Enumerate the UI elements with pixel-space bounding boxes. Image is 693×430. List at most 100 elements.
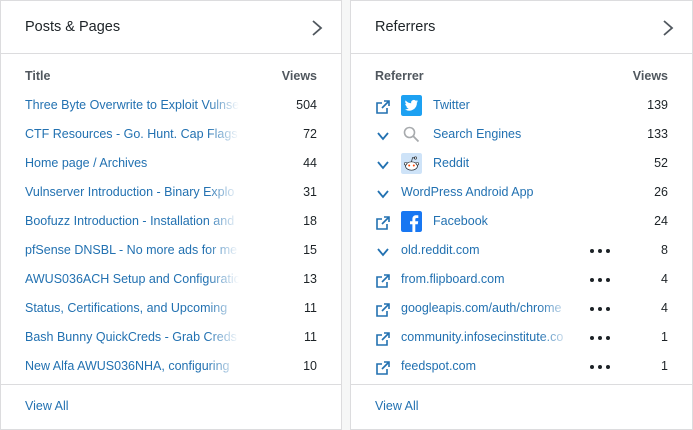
referrer-link[interactable]: WordPress Android App [401,185,571,199]
dot [598,249,602,253]
dot [590,307,594,311]
dot [598,365,602,369]
chevron-down-icon[interactable] [375,157,391,173]
text-fade [539,243,571,257]
table-row: Facebook 24 [351,207,692,236]
referrer-link[interactable]: old.reddit.com [401,243,571,257]
table-row: Bash Bunny QuickCreds - Grab Creds 11 [1,323,341,352]
posts-card-title: Posts & Pages [25,19,121,35]
referrers-card-title: Referrers [375,19,436,35]
text-fade [207,127,239,141]
more-options-icon[interactable] [590,360,610,374]
referrers-card-header: Referrers [351,1,692,54]
column-header-referrer: Referrer [375,69,424,83]
text-fade [539,185,571,199]
post-title-link[interactable]: pfSense DNSBL - No more ads for me [25,243,239,257]
referrer-link[interactable]: Search Engines [433,127,522,141]
referrer-link[interactable]: community.infosecinstitute.co [401,330,571,344]
text-fade [207,243,239,257]
post-title-link[interactable]: Home page / Archives [25,156,239,170]
posts-card-footer: View All [1,384,341,429]
more-options-icon[interactable] [590,244,610,258]
chevron-down-icon[interactable] [375,186,391,202]
post-title-link[interactable]: CTF Resources - Go. Hunt. Cap Flags [25,127,239,141]
external-link-icon[interactable] [375,273,391,289]
posts-pages-card: Posts & Pages Title Views Three Byte Ove… [0,0,342,430]
text-fade [207,185,239,199]
dot [590,365,594,369]
post-views-count: 44 [303,156,317,170]
dot [598,336,602,340]
posts-view-all-link[interactable]: View All [25,399,69,413]
post-title-link[interactable]: Vulnserver Introduction - Binary Explo [25,185,239,199]
post-views-count: 72 [303,127,317,141]
chevron-down-icon[interactable] [375,128,391,144]
referrers-card: Referrers Referrer Views Twitter 139 Searc… [350,0,693,430]
external-link-icon[interactable] [375,360,391,376]
text-fade [207,98,239,112]
table-row: feedspot.com 1 [351,352,692,381]
referrers-list: Twitter 139 Search Engines 133 Reddit 52 WordP… [351,91,692,381]
post-views-count: 11 [304,301,317,315]
post-title-link[interactable]: New Alfa AWUS036NHA, configuring [25,359,239,373]
external-link-icon[interactable] [375,99,391,115]
dot [598,278,602,282]
more-options-icon[interactable] [590,273,610,287]
referrer-views-count: 1 [661,330,668,344]
facebook-logo [401,211,422,232]
referrer-link[interactable]: Reddit [433,156,470,170]
referrer-link[interactable]: from.flipboard.com [401,272,571,286]
table-row: Reddit 52 [351,149,692,178]
posts-card-header: Posts & Pages [1,1,341,54]
referrer-link[interactable]: Twitter [433,98,470,112]
text-fade [207,359,239,373]
text-fade [207,301,239,315]
more-options-icon[interactable] [590,331,610,345]
referrer-views-count: 52 [654,156,668,170]
table-row: community.infosecinstitute.co 1 [351,323,692,352]
search-icon [403,126,420,143]
post-views-count: 11 [304,330,317,344]
dot [606,278,610,282]
referrer-views-count: 1 [661,359,668,373]
column-header-title: Title [25,69,51,83]
external-link-icon[interactable] [375,331,391,347]
chevron-right-icon[interactable] [661,18,675,38]
more-options-icon[interactable] [590,302,610,316]
post-title-link[interactable]: Boofuzz Introduction - Installation and [25,214,239,228]
post-title-link[interactable]: Three Byte Overwrite to Exploit Vulnse [25,98,239,112]
external-link-icon[interactable] [375,215,391,231]
post-title-link[interactable]: Bash Bunny QuickCreds - Grab Creds [25,330,239,344]
referrer-link[interactable]: Facebook [433,214,488,228]
text-fade [539,272,571,286]
referrer-link[interactable]: googleapis.com/auth/chrome [401,301,571,315]
post-views-count: 31 [303,185,317,199]
referrer-views-count: 8 [661,243,668,257]
post-views-count: 10 [303,359,317,373]
dot [598,307,602,311]
referrer-link[interactable]: feedspot.com [401,359,571,373]
table-row: old.reddit.com 8 [351,236,692,265]
table-row: New Alfa AWUS036NHA, configuring 10 [1,352,341,381]
post-views-count: 13 [303,272,317,286]
post-title-link[interactable]: Status, Certifications, and Upcoming [25,301,239,315]
dot [606,336,610,340]
chevron-right-icon[interactable] [310,18,324,38]
reddit-logo [401,153,422,174]
post-views-count: 18 [303,214,317,228]
dot [590,249,594,253]
chevron-down-icon[interactable] [375,244,391,260]
text-fade [539,359,571,373]
referrers-view-all-link[interactable]: View All [375,399,419,413]
table-row: CTF Resources - Go. Hunt. Cap Flags 72 [1,120,341,149]
dot [606,365,610,369]
post-views-count: 15 [303,243,317,257]
table-row: Three Byte Overwrite to Exploit Vulnse 50… [1,91,341,120]
external-link-icon[interactable] [375,302,391,318]
dot [590,278,594,282]
table-row: pfSense DNSBL - No more ads for me 15 [1,236,341,265]
text-fade [539,330,571,344]
posts-list: Three Byte Overwrite to Exploit Vulnse 50… [1,91,341,381]
post-title-link[interactable]: AWUS036ACH Setup and Configuratio [25,272,239,286]
table-row: Vulnserver Introduction - Binary Explo 31 [1,178,341,207]
